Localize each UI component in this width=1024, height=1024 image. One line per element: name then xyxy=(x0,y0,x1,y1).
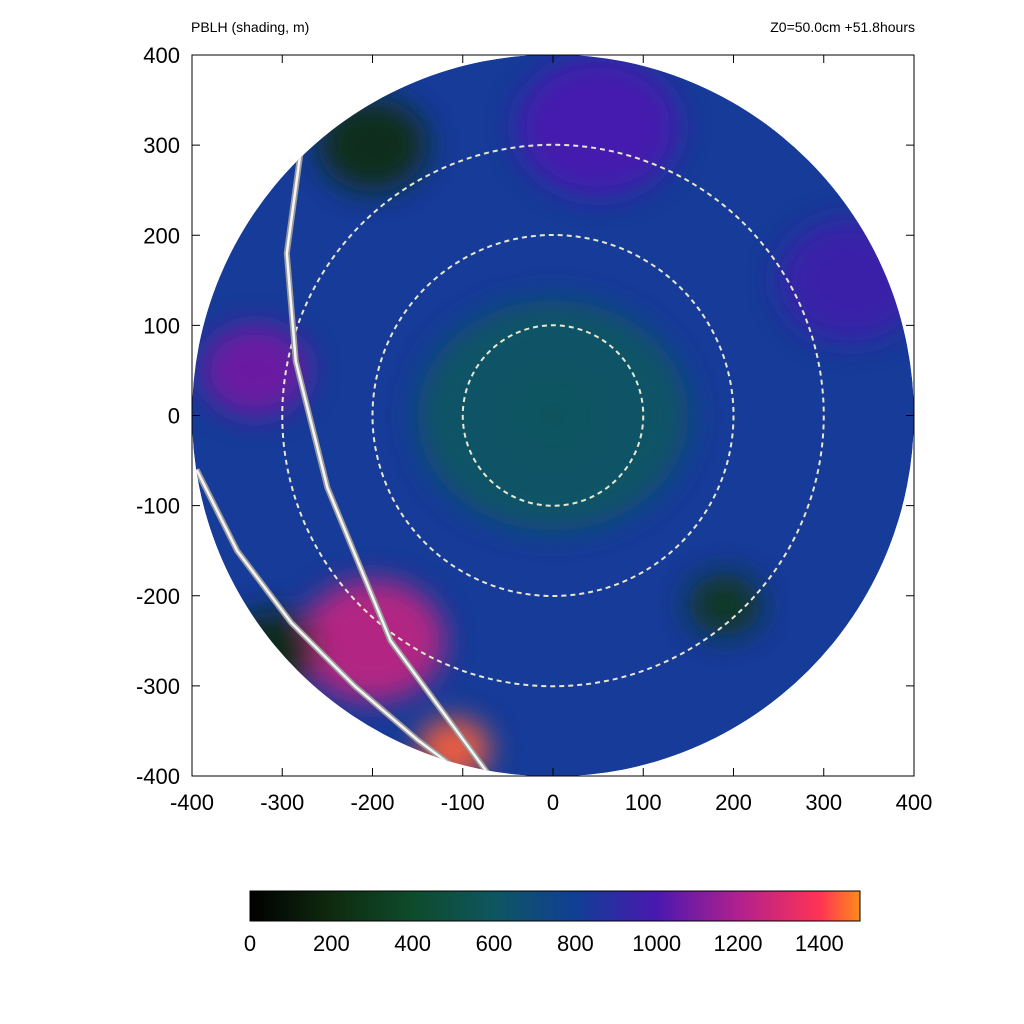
field-region-2 xyxy=(516,58,680,197)
y-tick-label: -300 xyxy=(136,674,180,699)
boundary-curve-2 xyxy=(193,468,456,770)
colorbar-tick-label: 400 xyxy=(394,931,431,956)
y-tick-label: -200 xyxy=(136,584,180,609)
field-region-6 xyxy=(201,324,310,417)
colorbar-tick-label: 0 xyxy=(244,931,256,956)
x-tick-label: 300 xyxy=(805,790,842,815)
y-tick-label: -400 xyxy=(136,764,180,789)
y-tick-label: 0 xyxy=(168,404,180,429)
colorbar-gradient xyxy=(249,890,861,922)
x-tick-label: -300 xyxy=(260,790,304,815)
y-tick-label: -100 xyxy=(136,494,180,519)
boundary-curves xyxy=(193,153,493,777)
y-tick-label: 400 xyxy=(143,43,180,68)
boundary-curve-1 xyxy=(283,153,493,777)
x-tick-label: -200 xyxy=(350,790,394,815)
field-region-1 xyxy=(417,300,689,531)
colorbar-tick-label: 1200 xyxy=(714,931,763,956)
x-tick-label: -400 xyxy=(170,790,214,815)
axes: -400 -300 -200 -100 0 100 200 300 400 -400 -300 -20… xyxy=(136,43,932,815)
y-tick-label: 100 xyxy=(143,313,180,338)
y-tick-label: 200 xyxy=(143,223,180,248)
x-tick-label: 100 xyxy=(625,790,662,815)
colorbar-tick-label: 1000 xyxy=(632,931,681,956)
range-ring-200 xyxy=(371,234,735,597)
colorbar-tick-label: 600 xyxy=(476,931,513,956)
range-ring-300 xyxy=(281,143,825,688)
field-region-9 xyxy=(688,574,761,636)
x-tick-label: 400 xyxy=(896,790,933,815)
x-tick-label: 200 xyxy=(715,790,752,815)
x-tick-label: 0 xyxy=(547,790,559,815)
range-rings xyxy=(281,143,825,688)
chart-title: PBLH (shading, m) xyxy=(191,19,310,35)
colorbar: 0 200 400 600 800 1000 1200 1400 xyxy=(244,890,861,956)
run-info: Z0=50.0cm +51.8hours xyxy=(770,19,915,35)
range-ring-100 xyxy=(461,324,645,507)
field-region-7 xyxy=(318,99,427,192)
colorbar-tick-label: 200 xyxy=(313,931,350,956)
colorbar-tick-label: 1400 xyxy=(795,931,844,956)
colorbar-tick-label: 800 xyxy=(557,931,594,956)
field-region-8 xyxy=(228,611,319,689)
field-region-3 xyxy=(778,218,914,342)
x-tick-label: -100 xyxy=(441,790,485,815)
y-tick-label: 300 xyxy=(143,133,180,158)
